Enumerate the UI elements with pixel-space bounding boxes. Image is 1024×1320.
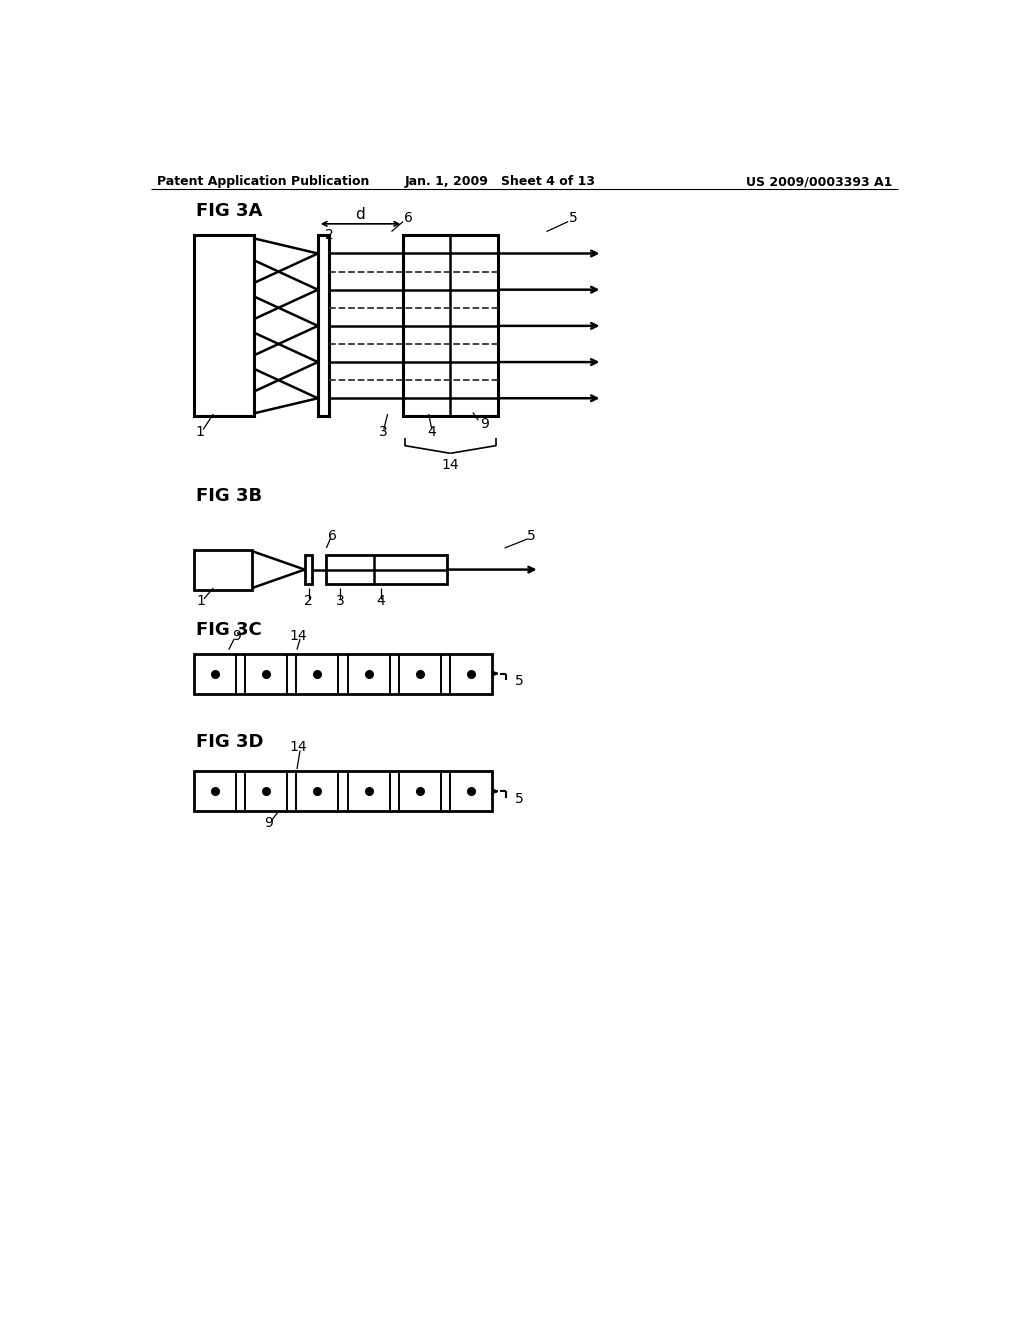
Text: 2: 2 (304, 594, 313, 609)
Bar (194, 235, 254, 416)
Text: FIG 3D: FIG 3D (197, 733, 264, 751)
Text: 2: 2 (326, 228, 334, 243)
Bar (194, 549, 252, 590)
Bar (305, 554, 312, 585)
Text: 3: 3 (336, 594, 345, 609)
Text: FIG 3B: FIG 3B (197, 487, 262, 504)
Text: 5: 5 (515, 792, 523, 807)
Text: 9: 9 (232, 628, 241, 643)
Text: Jan. 1, 2009   Sheet 4 of 13: Jan. 1, 2009 Sheet 4 of 13 (404, 176, 596, 189)
Text: 4: 4 (376, 594, 385, 609)
Text: 14: 14 (290, 628, 307, 643)
Text: 5: 5 (515, 675, 523, 688)
Text: d: d (355, 207, 366, 222)
Bar (403, 235, 498, 416)
Text: 5: 5 (527, 529, 537, 543)
Text: 14: 14 (441, 458, 459, 471)
Text: 14: 14 (290, 741, 307, 755)
Text: 6: 6 (404, 211, 413, 226)
Text: 4: 4 (427, 425, 436, 438)
Text: 1: 1 (197, 594, 205, 609)
Text: FIG 3A: FIG 3A (197, 202, 262, 219)
Text: 6: 6 (328, 529, 337, 543)
Bar (194, 653, 493, 693)
Text: 3: 3 (379, 425, 388, 438)
Text: 9: 9 (480, 417, 488, 432)
Bar (194, 771, 493, 812)
Bar (327, 554, 446, 585)
Text: 1: 1 (196, 425, 205, 438)
Text: 9: 9 (264, 816, 273, 830)
Bar (317, 235, 329, 416)
Text: US 2009/0003393 A1: US 2009/0003393 A1 (745, 176, 892, 189)
Text: 5: 5 (569, 211, 578, 226)
Text: FIG 3C: FIG 3C (197, 622, 262, 639)
Text: Patent Application Publication: Patent Application Publication (158, 176, 370, 189)
